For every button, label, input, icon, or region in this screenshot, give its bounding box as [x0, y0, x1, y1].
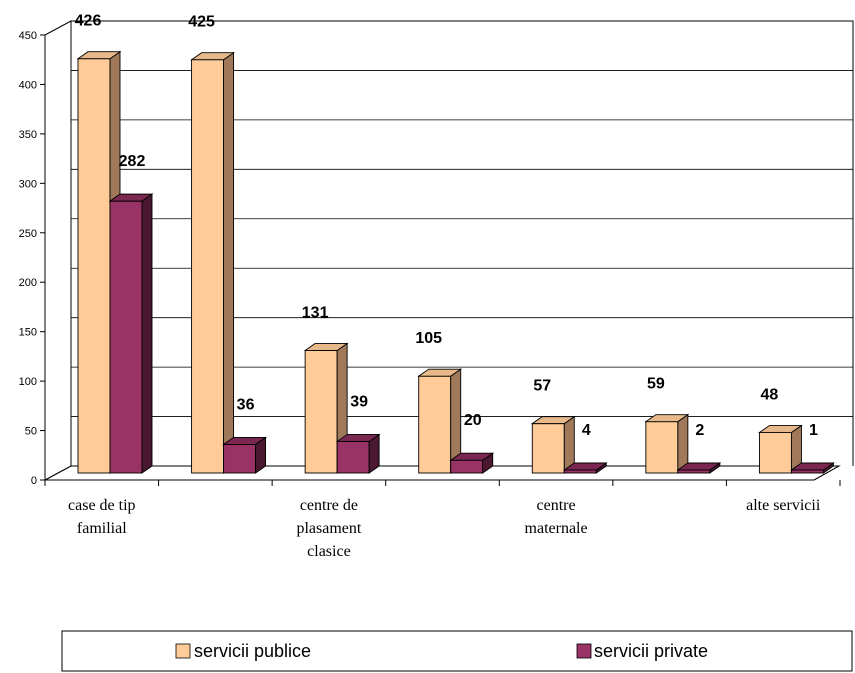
back-wall-border	[71, 20, 854, 466]
side-wall	[44, 20, 72, 481]
bar-front	[304, 350, 338, 474]
y-tick-label: 200	[19, 277, 37, 289]
gridline	[44, 168, 853, 184]
y-tick-label: 150	[19, 327, 37, 339]
bar-front	[531, 423, 565, 474]
bar-top	[222, 436, 267, 445]
data-label-publice: 105	[415, 330, 442, 347]
bar-top	[676, 462, 722, 471]
bar-front	[77, 58, 111, 474]
bar-side	[223, 51, 235, 474]
legend-label-private: servicii private	[594, 641, 708, 661]
gridline	[44, 218, 853, 234]
bar-front	[223, 443, 257, 474]
data-label-private: 4	[582, 422, 591, 439]
y-axis: 0 50 100 150 200 250 300 350 400 450	[19, 30, 46, 487]
x-axis-line-depth	[813, 465, 840, 481]
bar-publice	[303, 342, 349, 474]
bar-top	[530, 416, 576, 425]
bar-top	[790, 462, 835, 471]
bar-front	[418, 375, 452, 474]
bar-side	[141, 193, 153, 474]
legend-label-publice: servicii publice	[194, 641, 311, 661]
bar-top	[449, 452, 495, 461]
gridline	[44, 119, 853, 135]
data-label-publice: 131	[302, 304, 329, 321]
bar-private	[790, 462, 835, 474]
bar-top	[335, 433, 381, 442]
y-tick-label: 300	[19, 178, 37, 190]
bar-top	[417, 368, 463, 377]
bar-private	[108, 193, 154, 474]
y-tick-label: 250	[19, 228, 37, 240]
legend-box	[61, 630, 853, 672]
data-label-private: 36	[237, 396, 255, 413]
data-labels: 426 282 425 36 131 39 105 20 57 4 59 2 48 1	[75, 13, 818, 439]
bar-publice	[758, 424, 803, 474]
bar-publice	[644, 413, 690, 474]
legend-swatch-publice	[175, 643, 191, 659]
bar-top	[108, 193, 154, 202]
y-tick-label: 50	[25, 426, 37, 438]
bar-front	[450, 459, 484, 474]
y-tick-label: 400	[19, 79, 37, 91]
bar-private	[449, 452, 495, 474]
data-label-private: 1	[809, 422, 818, 439]
bar-private	[562, 462, 608, 474]
data-label-publice: 57	[533, 378, 551, 395]
data-label-private: 39	[350, 393, 368, 410]
bar-front	[191, 59, 225, 474]
data-label-private: 2	[695, 422, 704, 439]
gridline	[44, 317, 853, 333]
bar-top	[758, 425, 803, 433]
legend: servicii publice servicii private	[61, 630, 853, 672]
x-axis: case de tip familial centre de plasament cla…	[44, 465, 841, 560]
x-category-label: centre de plasament clasice	[296, 497, 361, 560]
bar-front	[645, 421, 679, 474]
y-tick-label: 0	[31, 475, 37, 487]
bar-front	[109, 200, 143, 474]
bar-private	[676, 462, 722, 474]
bar-publice	[530, 415, 576, 474]
bars	[76, 50, 835, 474]
gridline	[44, 20, 853, 36]
y-tick-label: 350	[19, 129, 37, 141]
bar-private	[222, 436, 267, 474]
y-tick-label: 100	[19, 376, 37, 388]
bar-top	[644, 414, 690, 423]
bar-private	[335, 433, 381, 474]
bar-top	[76, 51, 122, 60]
y-tick-label: 450	[19, 30, 37, 42]
data-label-private: 20	[464, 412, 482, 429]
x-category-label: case de tip familial	[68, 497, 136, 537]
data-label-publice: 48	[761, 387, 779, 404]
x-category-label: centre maternale	[525, 497, 588, 537]
bar-top	[303, 343, 349, 351]
bar-top	[562, 462, 608, 471]
gridline	[44, 267, 853, 283]
legend-swatch-private	[576, 643, 592, 659]
bar-top	[190, 52, 235, 61]
bar-publice	[190, 51, 235, 474]
bar-front	[336, 440, 370, 474]
data-label-publice: 425	[188, 14, 215, 31]
gridline	[44, 70, 853, 85]
bar-front	[758, 432, 792, 474]
data-label-publice: 59	[647, 376, 665, 393]
x-category-label: alte servicii	[746, 497, 821, 514]
bar-publice	[417, 368, 463, 474]
data-label-publice: 426	[75, 13, 102, 30]
data-label-private: 282	[119, 153, 146, 170]
